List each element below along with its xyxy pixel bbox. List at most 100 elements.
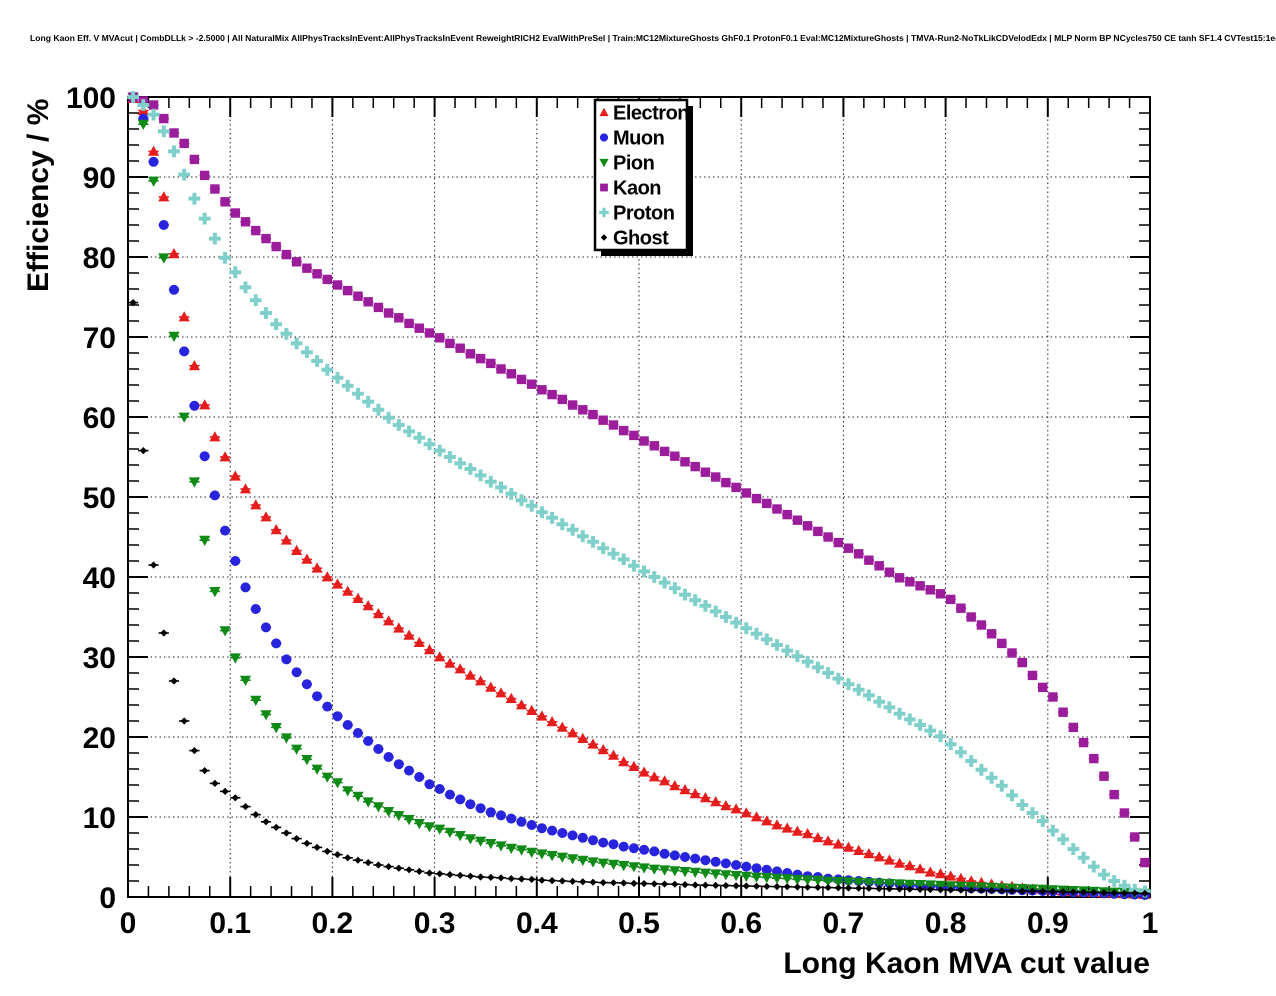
data-point-marker-proton — [822, 667, 834, 679]
data-point-marker-kaon — [670, 451, 680, 461]
data-point-marker-electron — [464, 669, 476, 680]
data-point-marker-electron — [699, 792, 711, 803]
data-point-marker-muon — [700, 855, 711, 866]
data-point-marker-muon — [710, 856, 721, 867]
data-point-marker-electron — [924, 866, 936, 877]
data-point-marker-electron — [209, 431, 221, 442]
data-point-marker-ghost — [773, 883, 781, 891]
data-point-marker-ghost — [1008, 887, 1016, 895]
data-point-marker-kaon — [1099, 771, 1109, 781]
data-point-marker-muon — [618, 841, 629, 852]
data-point-marker-ghost — [190, 747, 198, 755]
data-point-marker-kaon — [189, 154, 200, 165]
data-point-marker-muon — [669, 850, 680, 861]
data-point-marker-kaon — [486, 358, 496, 369]
data-point-marker-electron — [781, 822, 793, 833]
data-point-marker-ghost — [344, 854, 352, 862]
data-point-marker-ghost — [967, 886, 975, 894]
legend-entry-electron: Electron — [599, 103, 690, 125]
data-point-marker-electron — [730, 803, 742, 814]
data-point-marker-pion — [280, 733, 292, 744]
data-point-marker-electron — [761, 815, 773, 826]
data-point-marker-ghost — [150, 561, 158, 569]
data-point-marker-kaon — [578, 405, 588, 415]
data-point-marker-kaon — [1078, 737, 1089, 748]
data-point-marker-electron — [679, 784, 691, 795]
data-point-marker-proton — [883, 701, 896, 714]
data-point-marker-proton — [362, 395, 375, 408]
x-tick-label: 0.1 — [209, 907, 251, 940]
y-tick-label: 40 — [83, 562, 116, 595]
data-point-marker-electron — [270, 524, 282, 535]
data-point-marker-muon — [741, 861, 752, 872]
data-point-marker-proton — [392, 419, 405, 431]
data-point-marker-kaon — [322, 274, 332, 285]
data-point-marker-muon — [465, 799, 476, 810]
data-point-marker-ghost — [354, 856, 362, 864]
series-proton — [127, 91, 1151, 898]
data-point-marker-proton — [423, 438, 436, 451]
data-point-marker-muon — [393, 759, 404, 770]
data-point-marker-kaon — [240, 217, 251, 227]
data-point-marker-ghost — [272, 823, 280, 831]
data-point-marker-pion — [771, 873, 783, 884]
data-point-marker-ghost — [129, 299, 137, 307]
data-point-marker-ghost — [957, 886, 965, 894]
data-point-marker-ghost — [538, 876, 546, 884]
data-point-marker-electron — [740, 807, 752, 818]
data-point-marker-proton — [556, 518, 569, 531]
data-point-marker-ghost — [333, 851, 342, 859]
legend-marker-cross-icon — [599, 207, 609, 218]
data-point-marker-proton — [301, 346, 313, 359]
data-point-marker-muon — [332, 711, 343, 722]
y-tick-label: 90 — [83, 162, 116, 195]
data-point-marker-pion — [188, 477, 200, 488]
data-point-marker-pion — [863, 878, 875, 889]
data-point-marker-pion — [812, 875, 824, 886]
data-point-marker-ghost — [988, 887, 996, 895]
data-point-marker-muon — [475, 803, 486, 814]
data-point-marker-ghost — [926, 886, 934, 894]
data-point-marker-muon — [608, 839, 619, 850]
data-point-marker-electron — [597, 744, 609, 755]
data-point-marker-proton — [474, 469, 487, 482]
legend-label: Muon — [613, 128, 664, 150]
data-point-marker-kaon — [1109, 789, 1119, 800]
data-point-marker-proton — [576, 530, 589, 543]
x-tick-label: 0 — [120, 907, 137, 940]
data-point-marker-electron — [577, 732, 589, 743]
data-point-marker-kaon — [864, 555, 874, 565]
data-point-marker-electron — [331, 578, 344, 589]
data-point-marker-ghost — [252, 811, 260, 819]
data-point-marker-electron — [505, 692, 517, 703]
data-point-marker-kaon — [1089, 753, 1099, 764]
data-point-marker-proton — [1057, 833, 1069, 846]
data-point-marker-pion — [260, 710, 272, 721]
data-point-marker-electron — [720, 800, 732, 811]
data-point-marker-kaon — [414, 323, 424, 333]
data-point-marker-pion — [659, 865, 671, 876]
data-point-marker-kaon — [1140, 857, 1150, 868]
data-point-marker-electron — [403, 629, 415, 640]
data-point-marker-pion — [229, 653, 241, 664]
data-point-marker-kaon — [281, 249, 292, 260]
data-point-marker-pion — [597, 858, 609, 869]
data-point-marker-pion — [618, 861, 630, 872]
data-point-marker-muon — [168, 284, 179, 295]
data-point-marker-ghost — [313, 843, 321, 851]
data-point-marker-pion — [710, 869, 722, 880]
data-point-marker-ghost — [579, 878, 587, 886]
data-point-marker-electron — [618, 756, 630, 767]
data-point-marker-proton — [648, 571, 661, 583]
data-point-marker-proton — [444, 451, 456, 463]
legend-entry-pion: Pion — [599, 153, 655, 175]
data-point-marker-kaon — [854, 549, 864, 559]
data-point-marker-proton — [720, 611, 732, 623]
data-point-marker-proton — [740, 622, 753, 635]
data-point-marker-muon — [455, 794, 466, 805]
data-point-marker-electron — [628, 760, 640, 771]
data-point-marker-muon — [588, 835, 599, 846]
data-point-marker-kaon — [874, 561, 884, 571]
data-point-marker-electron — [556, 721, 568, 732]
data-point-marker-pion — [168, 331, 180, 342]
